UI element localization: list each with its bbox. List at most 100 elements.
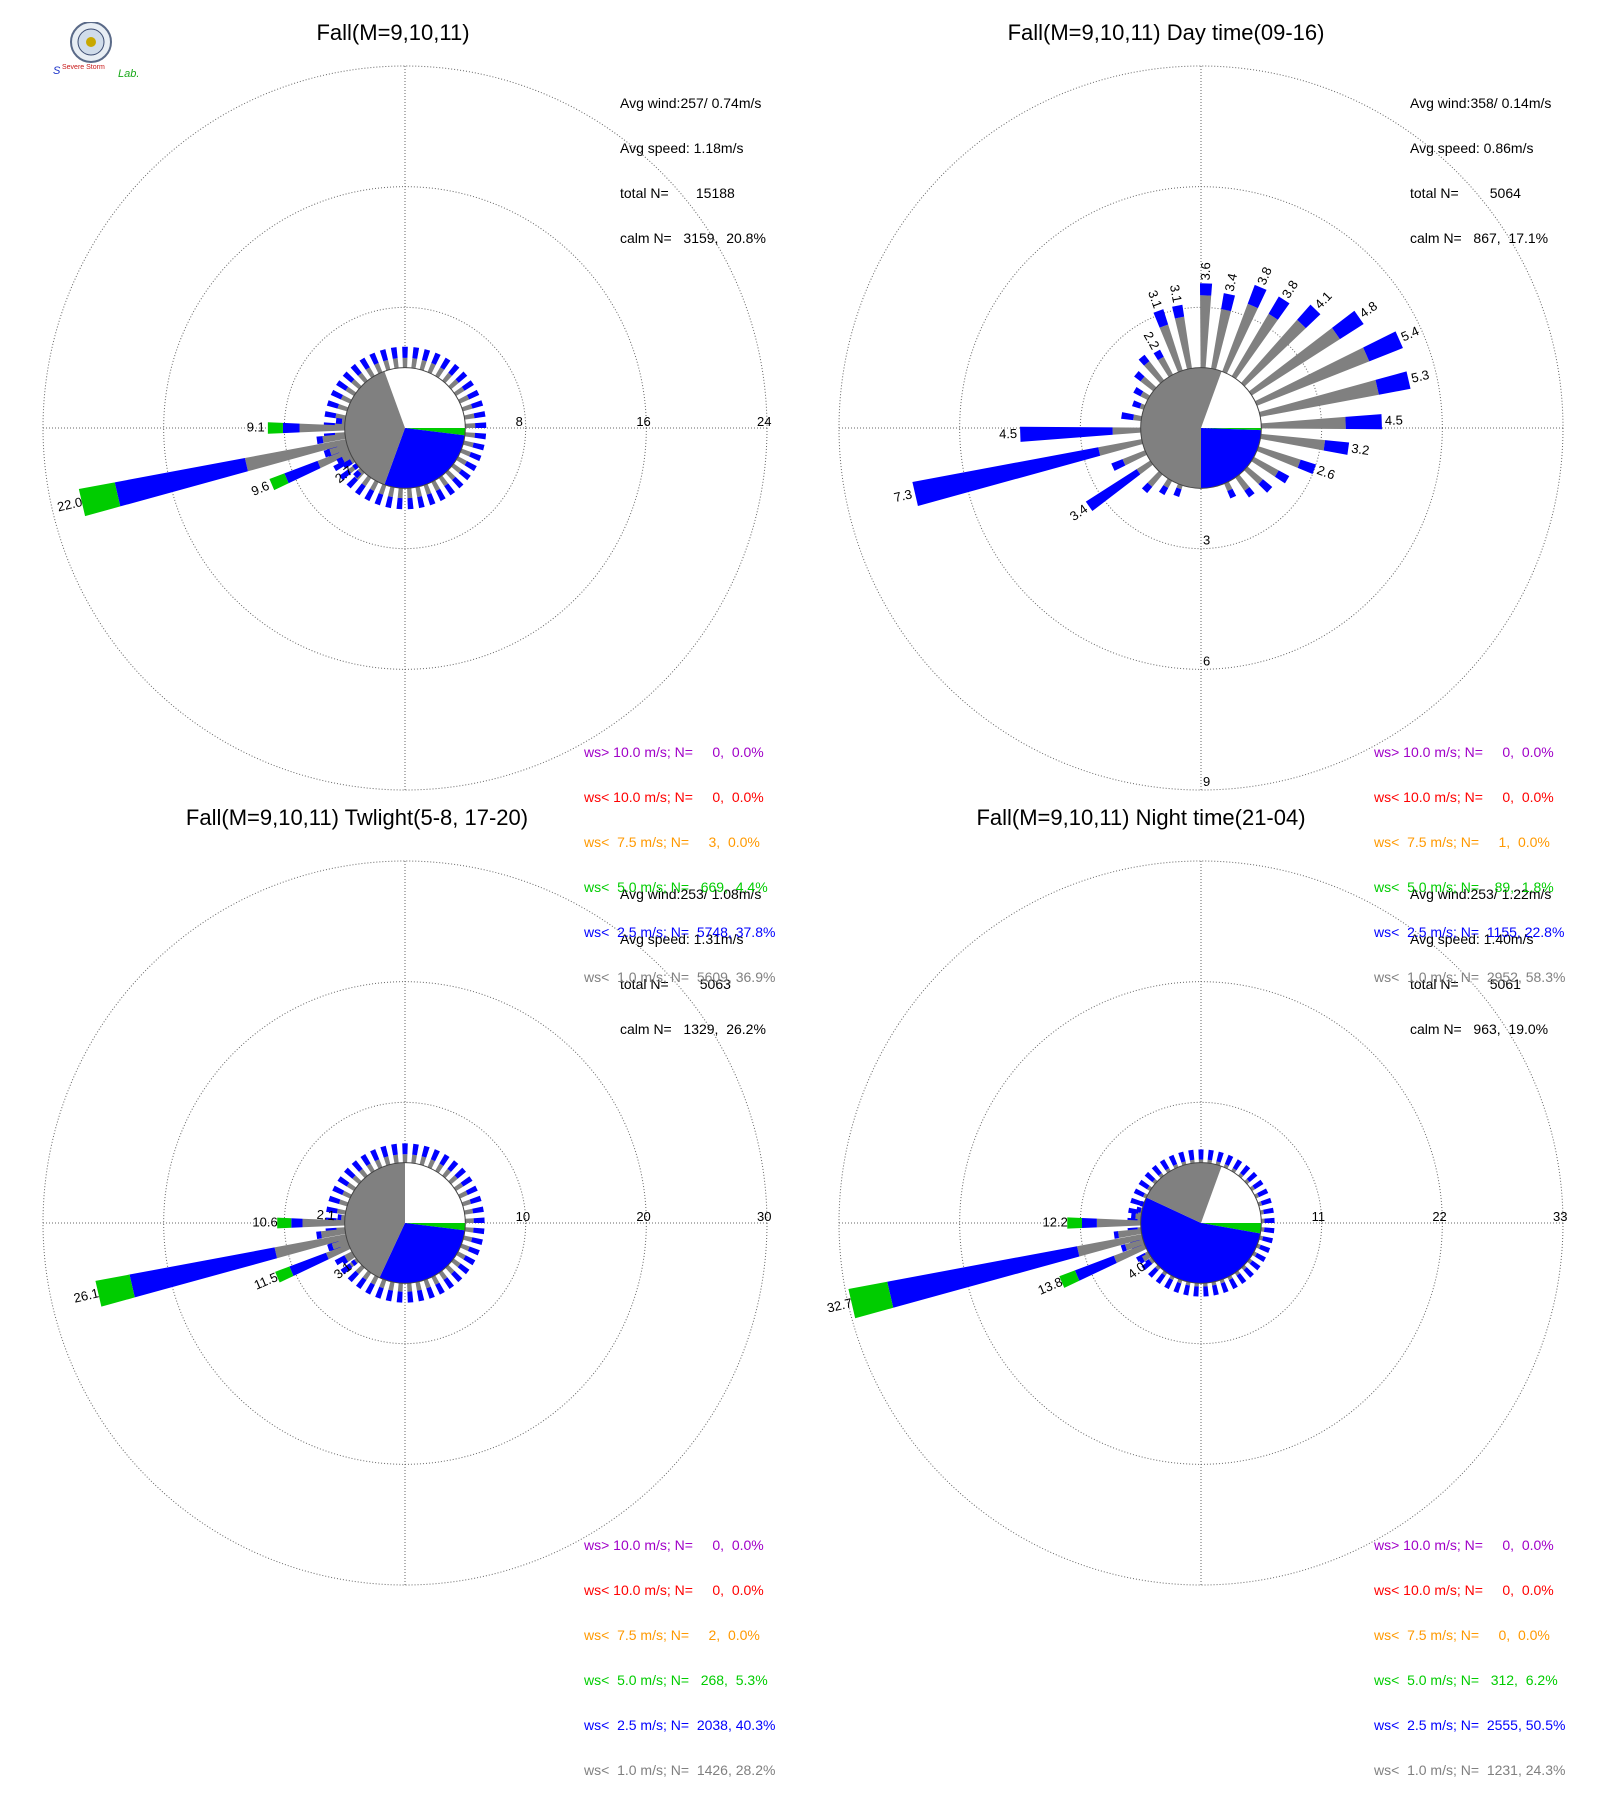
small-bar-gray [461,403,473,412]
bar-segment-calm [1260,433,1326,451]
bar-label: 12.2 [1043,1214,1068,1229]
small-bar-blue [464,460,477,472]
legend-entry: ws> 10.0 m/s; N= 0, 0.0% [584,744,764,760]
small-bar-blue [330,389,344,400]
bar-segment-blue [1323,440,1350,455]
bar-segment-blue [1130,1212,1136,1219]
bar-segment-green [275,1266,294,1283]
small-bar-blue [1243,1267,1254,1278]
legend-entry: ws< 7.5 m/s; N= 1, 0.0% [1374,834,1550,850]
legend-entry: ws< 2.5 m/s; N= 5748, 37.8% [584,924,776,940]
calm-sector [1146,1162,1222,1223]
small-bar-blue [365,1282,375,1295]
small-bar-gray [374,1159,383,1169]
small-bar-blue [407,497,414,510]
calm-sector [344,371,405,485]
bar-segment-calm [331,1239,349,1250]
small-bar-gray [419,1156,427,1166]
ring-label: 3 [1203,533,1210,548]
small-bar-gray [464,1208,474,1215]
small-bar-gray [1244,1178,1250,1185]
total-n: total N= 5061 [1410,976,1521,992]
calm-circle [1140,1162,1262,1284]
small-bar-gray [383,1156,391,1166]
ring-label: 16 [636,414,650,429]
bar-segment-calm [244,439,347,472]
legend-entry: ws> 10.0 m/s; N= 0, 0.0% [1374,744,1554,760]
small-bar-blue [473,1217,485,1223]
calm-sector [1140,367,1222,489]
calm-circle [344,1162,466,1284]
small-bar-gray [1147,1185,1153,1192]
small-bar-blue [375,1286,384,1299]
small-bar-blue [1240,1164,1251,1176]
bar-segment-blue [129,1247,278,1298]
bar-label: 3.1 [1167,283,1185,304]
bar-segment-calm [1136,460,1154,475]
small-bar-blue [1173,1281,1182,1294]
bar-segment-calm [1118,1228,1142,1239]
bar-segment-blue [1145,1259,1152,1267]
small-bar-gray [464,432,476,438]
small-bar-blue [1183,1284,1190,1296]
small-bar-gray [448,1175,458,1185]
bar-label: 7.3 [892,486,913,505]
small-bar-blue [359,357,370,370]
small-bar-blue [461,380,474,391]
bar-label: 3.8 [1279,278,1301,301]
bar-segment-blue [1332,310,1364,340]
wind-rose-panel-2: 3 6 9 3.1 3.1 3.6 3.4 3.83.8 4.1 4.8 5.4 5.3 4.5 3.2 2… [838,65,1564,791]
small-bar-blue [364,488,375,502]
small-bar-blue [451,1270,463,1283]
small-bar-gray [1261,1218,1265,1223]
small-bar-blue [473,411,486,419]
small-bar-gray [388,486,395,498]
calm-circle [1140,367,1262,489]
bar-segment-calm [320,1228,346,1239]
avg-wind: Avg wind:257/ 0.74m/s [620,95,762,111]
ring-label: 9 [1203,774,1210,789]
legend-entry: ws< 5.0 m/s; N= 312, 6.2% [1374,1672,1558,1688]
small-bar-gray [407,1283,413,1292]
bar-segment-blue [1153,349,1164,361]
small-bar-blue [1133,1188,1145,1198]
small-bar-gray [402,1154,408,1163]
small-bar-gray [462,440,474,448]
bar-segment-blue [1138,354,1150,366]
small-bar-blue [421,349,431,362]
bar-segment-blue [316,1231,322,1240]
small-bar-blue [1159,1159,1170,1171]
small-bar-blue [1263,1227,1275,1234]
small-bar-gray [458,1190,468,1199]
small-bar-blue [417,496,425,509]
small-bar-gray [358,1168,368,1179]
bar-segment-blue [1134,371,1145,382]
bar-segment-blue [291,1218,303,1228]
small-bar-gray [456,456,467,466]
small-bar-blue [324,411,337,419]
legend-entry: ws< 10.0 m/s; N= 0, 0.0% [584,1582,764,1598]
panel-1-legend: ws> 10.0 m/s; N= 0, 0.0% ws< 10.0 m/s; N… [584,715,775,1015]
small-bar-gray [1249,1185,1255,1192]
bar-segment-calm [1140,391,1151,401]
small-bar-blue [1198,1149,1204,1160]
small-bar-gray [442,1168,452,1179]
severe-storm-lab-logo: S Severe Storm Lab. [48,21,148,84]
small-bar-blue [350,363,362,376]
small-bar-blue [471,1237,483,1245]
small-bar-blue [402,346,408,358]
small-bar-blue [379,349,389,362]
small-bar-blue [369,352,379,365]
small-bar-gray [442,372,452,384]
small-bar-blue [385,1289,394,1302]
bar-segment-blue [282,422,300,434]
bar-segment-blue [1345,414,1382,430]
bar-segment-green [1067,1217,1082,1229]
bar-segment-calm [345,1252,356,1262]
small-bar-gray [451,463,462,474]
bar-segment-blue [351,1259,358,1267]
small-bar-blue [1224,1154,1234,1166]
small-bar-gray [1152,1178,1158,1185]
calm-sector [1201,1223,1262,1234]
bar-segment-blue [1138,1256,1145,1264]
